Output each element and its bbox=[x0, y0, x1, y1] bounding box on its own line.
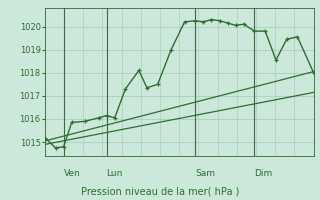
Text: Dim: Dim bbox=[254, 169, 273, 178]
Text: Ven: Ven bbox=[64, 169, 80, 178]
Text: Pression niveau de la mer( hPa ): Pression niveau de la mer( hPa ) bbox=[81, 186, 239, 196]
Text: Sam: Sam bbox=[195, 169, 215, 178]
Text: Lun: Lun bbox=[107, 169, 123, 178]
